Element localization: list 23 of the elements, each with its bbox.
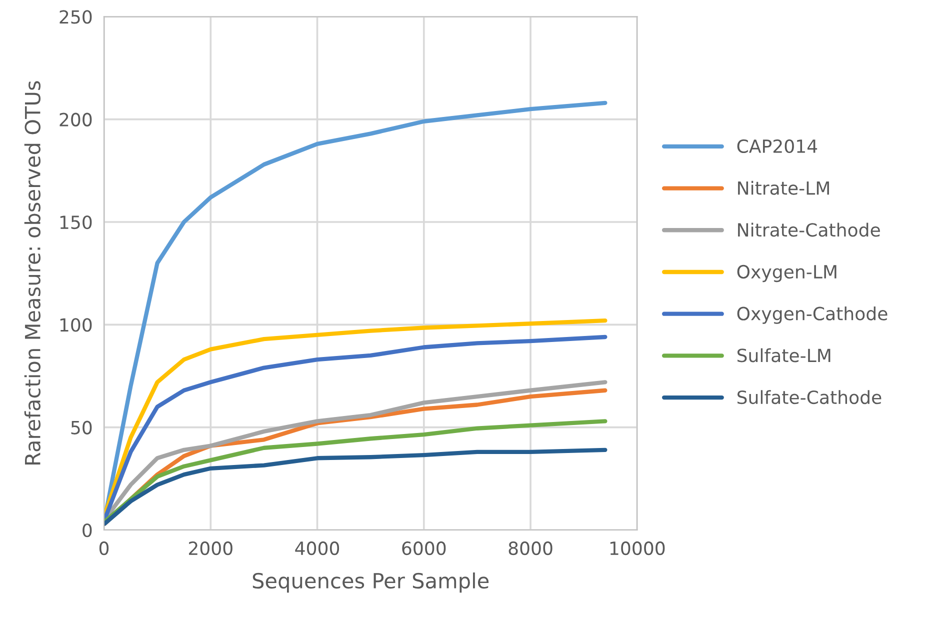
legend-label: Sulfate-LM [737,348,830,362]
y-tick-label: 50 [71,420,92,434]
y-tick-label: 100 [60,318,92,332]
legend-label: CAP2014 [737,139,818,154]
legend-label: Sulfate-Cathode [737,390,882,404]
x-axis-title: Sequences Per Sample [252,572,489,593]
line-series [104,448,608,526]
x-tick-label: 10000 [610,541,665,556]
y-axis-title: Rarefaction Measure: observed OTUs [24,81,41,464]
y-tick-label: 200 [60,112,92,126]
x-tick-label: 0 [99,541,109,556]
x-tick-label: 8000 [508,541,552,556]
legend-label: Nitrate-Cathode [738,222,880,237]
line-series [104,419,608,524]
legend-label: Oxygen-LM [737,264,836,282]
legend-label: Nitrate-LM [738,180,829,195]
x-tick-label: 2000 [188,541,232,556]
x-tick-label: 6000 [402,541,446,556]
x-tick-label: 4000 [295,541,340,556]
y-tick-label: 150 [60,215,92,230]
legend-label: Oxygen-Cathode [737,306,888,324]
y-tick-label: 0 [82,523,92,538]
y-tick-label: 250 [60,10,92,24]
